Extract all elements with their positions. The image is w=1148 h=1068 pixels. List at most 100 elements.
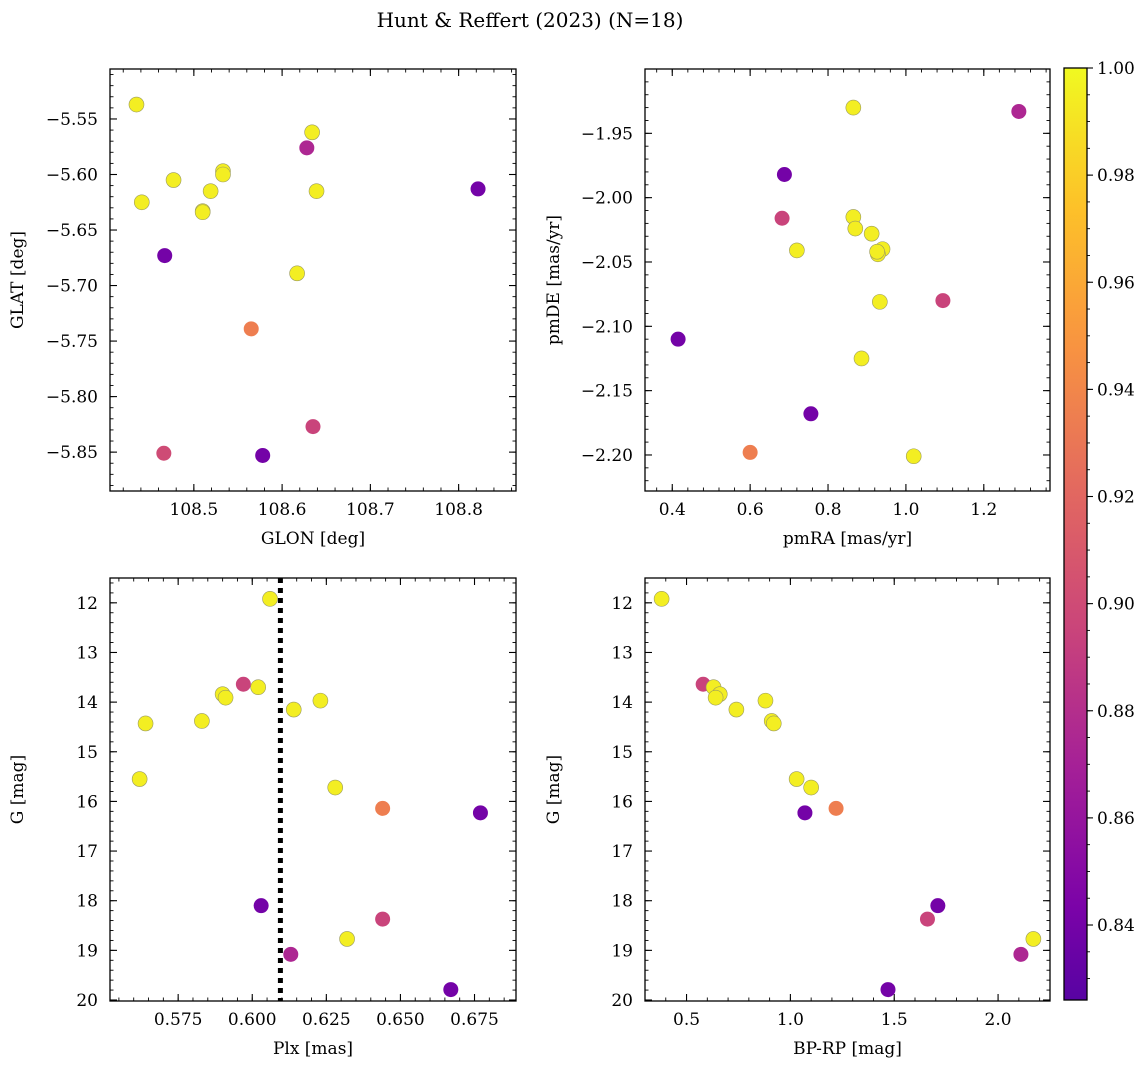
data-point (250, 679, 266, 696)
y-axis-label: GLAT [deg] (8, 231, 28, 329)
data-point (305, 419, 321, 435)
x-tick-label: 108.5 (170, 500, 219, 520)
x-tick-label: 0.8 (815, 500, 842, 520)
data-point (869, 243, 885, 260)
colorbar-tick-label: 0.92 (1097, 488, 1135, 508)
colorbar-gradient (1063, 67, 1088, 1001)
y-tick-label: −1.95 (581, 124, 633, 144)
data-point (919, 911, 935, 927)
y-tick-label: 19 (76, 941, 98, 961)
data-point (935, 293, 951, 309)
axes-frame (109, 577, 517, 1002)
y-tick-label: 19 (611, 941, 633, 961)
data-point (872, 294, 888, 310)
data-point (255, 447, 271, 463)
data-point (299, 140, 315, 156)
panels: 108.5 108.6 108.7 108.8 −5.55 −5.60 −5.65 −5.70… (8, 68, 1051, 1059)
x-tick-label: 0.6 (737, 500, 764, 520)
data-point (880, 982, 896, 998)
y-tick-label: −2.20 (581, 446, 633, 466)
y-tick-label: −5.65 (46, 221, 98, 241)
y-tick-label: −2.15 (581, 382, 633, 402)
y-axis-label: G [mag] (544, 755, 564, 824)
y-tick-label: −5.60 (46, 166, 98, 186)
data-point (327, 779, 344, 796)
y-tick-label: −2.05 (581, 253, 633, 273)
data-point (863, 225, 880, 242)
data-point (194, 204, 211, 221)
y-tick-label: 18 (611, 892, 633, 912)
y-tick-label: 15 (76, 743, 98, 763)
data-point (304, 124, 320, 141)
x-tick-label: 108.8 (434, 500, 483, 520)
x-tick-label: 1.5 (881, 1010, 908, 1030)
data-point (472, 805, 488, 821)
x-axis-label: GLON [deg] (261, 529, 365, 549)
data-point (194, 713, 210, 729)
y-tick-label: −5.55 (46, 110, 98, 130)
figure-title: Hunt & Reffert (2023) (N=18) (377, 8, 684, 32)
y-tick-label: −2.00 (581, 189, 633, 209)
y-tick-label: −5.75 (46, 332, 98, 352)
panel-plx-g: 0.575 0.600 0.625 0.650 0.675 12 13 14 15 16 17 18 1… (8, 577, 517, 1059)
data-point (243, 321, 259, 337)
y-tick-label: 13 (611, 643, 633, 663)
colorbar: 0.84 0.86 0.88 0.90 0.92 0.94 0.96 0.98 1.00 (1063, 59, 1135, 1001)
data-point (289, 265, 305, 282)
x-tick-label: 108.6 (258, 500, 307, 520)
data-point (1025, 931, 1042, 947)
data-point (853, 350, 870, 367)
y-axis-label: G [mag] (8, 755, 28, 824)
colorbar-tick-label: 0.98 (1097, 166, 1135, 186)
x-axis-label: Plx [mas] (273, 1039, 353, 1059)
data-point (339, 931, 355, 947)
y-tick-label: 18 (76, 892, 98, 912)
y-tick-label: 12 (611, 594, 633, 614)
y-axis-label: pmDE [mas/yr] (544, 215, 564, 345)
data-point (375, 911, 391, 927)
data-point (828, 800, 844, 816)
y-tick-label: 13 (76, 643, 98, 663)
data-point (803, 779, 819, 796)
x-axis-label: pmRA [mas/yr] (783, 529, 912, 549)
y-tick-label: −2.10 (581, 317, 633, 337)
y-tick-label: −5.70 (46, 277, 98, 297)
data-point (930, 898, 946, 914)
data-point (285, 701, 302, 718)
y-tick-label: 16 (611, 792, 633, 812)
colorbar-tick-label: 1.00 (1097, 59, 1135, 79)
x-tick-label: 0.5 (673, 1010, 700, 1030)
y-tick-label: 17 (76, 842, 98, 862)
data-point (202, 183, 219, 199)
colorbar-tick-label: 0.94 (1097, 380, 1135, 400)
data-point (765, 715, 782, 732)
data-point (133, 194, 150, 211)
data-point (797, 805, 813, 821)
x-tick-label: 2.0 (985, 1010, 1012, 1030)
data-point (776, 167, 792, 182)
y-tick-label: 20 (76, 991, 98, 1011)
data-point (803, 406, 819, 422)
y-tick-label: 14 (76, 693, 98, 713)
data-point (789, 242, 805, 259)
y-tick-label: 20 (611, 991, 633, 1011)
data-point (707, 689, 724, 706)
colorbar-tick-label: 0.86 (1097, 809, 1135, 829)
data-point (156, 445, 172, 461)
data-point (165, 172, 182, 188)
colorbar-tick-label: 0.96 (1097, 273, 1135, 293)
data-point (847, 220, 864, 237)
data-point (157, 248, 173, 264)
x-tick-label: 0.625 (302, 1010, 351, 1030)
colorbar-tick-label: 0.90 (1097, 595, 1135, 615)
axes-frame (644, 68, 1051, 492)
x-tick-label: 1.2 (970, 500, 997, 520)
data-point (235, 676, 251, 692)
y-tick-label: 12 (76, 594, 98, 614)
data-point (308, 183, 325, 199)
data-point (443, 982, 459, 998)
x-tick-label: 0.650 (376, 1010, 425, 1030)
colorbar-tick-label: 0.88 (1097, 702, 1135, 722)
data-point (262, 591, 278, 607)
data-point (788, 771, 805, 787)
